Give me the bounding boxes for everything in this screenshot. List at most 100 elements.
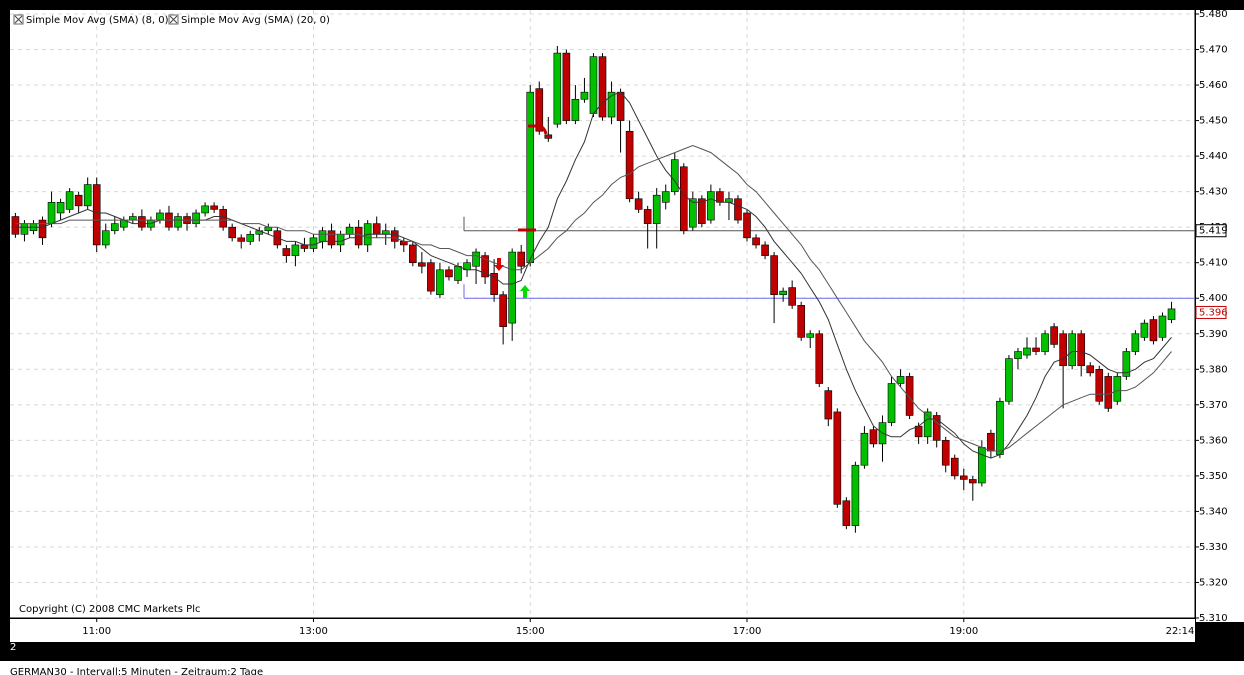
- x-tick-label: 11:00: [82, 626, 111, 637]
- candle-body: [454, 265, 462, 281]
- legend-check: [14, 15, 23, 24]
- x-tick-label: 17:00: [733, 626, 762, 637]
- sma-line: [15, 91, 1172, 459]
- candle-body: [607, 91, 616, 118]
- candle-body: [490, 273, 498, 295]
- candle-body: [1086, 365, 1095, 374]
- candle-body: [797, 305, 806, 338]
- y-tick-label: 5.380: [1199, 364, 1228, 375]
- legend-label: Simple Mov Avg (SMA) (8, 0): [26, 15, 169, 26]
- candle-body: [138, 216, 146, 228]
- y-tick-label: 5.470: [1199, 45, 1228, 56]
- candle-body: [372, 223, 381, 235]
- candle-body: [427, 262, 435, 292]
- candle-body: [1131, 333, 1140, 352]
- signal-markers: [494, 124, 548, 298]
- candle-body: [11, 216, 20, 235]
- pane-number: 2: [10, 642, 16, 653]
- candle-body: [56, 202, 65, 214]
- candle-body: [716, 191, 724, 203]
- candle-body: [354, 226, 363, 246]
- candle-body: [996, 400, 1004, 455]
- y-tick-label: 5.350: [1199, 471, 1228, 482]
- candle-body: [770, 255, 778, 295]
- footer: GERMAN30 - Intervall:5 Minuten - Zeitrau…: [10, 667, 263, 675]
- candle-body: [824, 390, 833, 420]
- candle-body: [101, 230, 110, 246]
- candle-body: [472, 251, 480, 267]
- candle-body: [634, 198, 643, 210]
- candle-body: [761, 244, 769, 256]
- candle-body: [129, 216, 137, 221]
- candle-body: [65, 191, 74, 210]
- candle-body: [752, 237, 760, 246]
- exit-marker: [528, 124, 548, 135]
- candle-body: [110, 223, 119, 232]
- candle-body: [1113, 376, 1122, 402]
- candle-body: [1158, 315, 1167, 338]
- candle-body: [905, 376, 914, 416]
- candle-body: [156, 212, 164, 221]
- candle-body: [309, 237, 318, 249]
- candle-body: [589, 56, 598, 114]
- candle-body: [553, 52, 562, 125]
- candle-body: [47, 202, 56, 224]
- copyright: Copyright (C) 2008 CMC Markets Plc: [19, 604, 200, 615]
- candle-body: [932, 415, 941, 441]
- candle-body: [779, 290, 787, 295]
- candle-body: [987, 432, 995, 452]
- candle-body: [264, 226, 273, 232]
- last-price-box: [1195, 305, 1227, 319]
- candle-body: [689, 198, 697, 228]
- candle-body: [1149, 319, 1158, 342]
- candle-body: [869, 429, 878, 445]
- candle-body: [1140, 322, 1149, 338]
- candle-body: [616, 91, 625, 121]
- y-tick-label: 5.410: [1199, 258, 1228, 269]
- candle-body: [914, 425, 923, 438]
- buy-arrow: [520, 285, 530, 298]
- candle-body: [526, 91, 535, 264]
- y-tick-label: 5.460: [1199, 80, 1228, 91]
- candle-body: [652, 194, 661, 224]
- candle-body: [788, 287, 796, 306]
- candle-body: [291, 244, 300, 256]
- candle-body: [499, 294, 507, 327]
- candle-body: [38, 219, 47, 239]
- candle-body: [246, 233, 255, 242]
- candle-body: [743, 212, 751, 239]
- candle-body: [598, 56, 607, 118]
- candle-body: [941, 440, 950, 466]
- candle-body: [418, 262, 426, 267]
- candle-body: [381, 230, 390, 235]
- sma-line: [15, 144, 1172, 452]
- y-tick-label: 5.450: [1199, 116, 1228, 127]
- candle-body: [336, 233, 345, 246]
- candle-body: [725, 198, 733, 203]
- candle-body: [670, 159, 679, 192]
- level-label: 5.419: [1199, 226, 1228, 237]
- candle-body: [1077, 333, 1085, 367]
- candle-body: [1023, 347, 1031, 356]
- candle-body: [544, 134, 553, 139]
- x-tick-label: 15:00: [516, 626, 545, 637]
- candle-body: [174, 216, 182, 228]
- level-label-box: [1195, 224, 1227, 238]
- candle-body: [887, 383, 896, 423]
- candle-body: [851, 464, 860, 526]
- candle-body: [643, 209, 652, 224]
- candle-body: [562, 52, 571, 121]
- candle-body: [734, 198, 742, 221]
- candle-body: [1014, 351, 1022, 359]
- candle-body: [1005, 358, 1013, 402]
- candle-body: [969, 479, 977, 484]
- candle-body: [535, 88, 544, 132]
- candle-body: [390, 230, 399, 242]
- candle-body: [698, 198, 706, 224]
- candle-body: [508, 251, 516, 324]
- legend-check: [169, 15, 178, 24]
- candle-body: [661, 191, 670, 203]
- candle-body: [92, 184, 101, 246]
- candle-body: [318, 230, 327, 242]
